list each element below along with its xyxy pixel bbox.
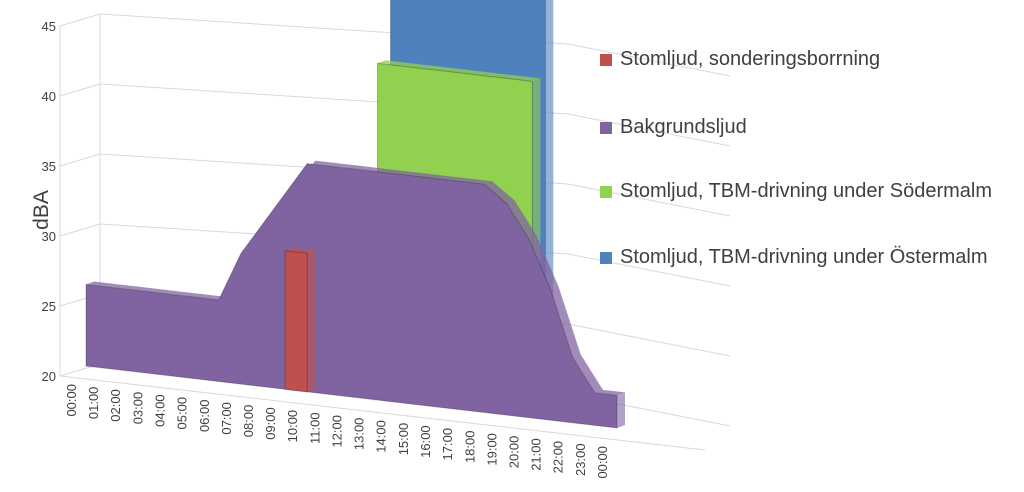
series-area-0: [284, 250, 308, 393]
x-tick-label: 12:00: [330, 415, 345, 448]
x-tick-label: 13:00: [352, 418, 367, 451]
legend-item-bakgrundsljud: Bakgrundsljud: [600, 116, 747, 139]
series-top-2: [377, 60, 541, 82]
legend-swatch: [600, 251, 612, 264]
x-tick-label: 04:00: [153, 394, 168, 427]
x-tick-label: 14:00: [374, 420, 389, 453]
legend-label: Stomljud, sonderingsborrning: [620, 48, 881, 70]
x-tick-label: 23:00: [573, 443, 588, 476]
series-side-0: [307, 250, 316, 392]
gridline: [567, 323, 731, 357]
legend-swatch: [600, 53, 612, 66]
x-tick-label: 10:00: [285, 410, 300, 443]
legend-label: Bakgrundsljud: [620, 116, 747, 138]
gridline: [59, 83, 101, 97]
x-tick-label: 00:00: [64, 384, 79, 417]
gridline: [567, 253, 731, 287]
legend-label: Stomljud, TBM-drivning under Södermalm: [620, 180, 993, 202]
axis-labels: 20 25 30 35 40 45 00:00 01:00 02:00 03:00 04:00 05:…: [42, 19, 610, 479]
gridline: [567, 113, 731, 147]
y-axis-label: dBA: [30, 190, 53, 230]
y-tick-label: 25: [42, 299, 56, 314]
x-tick-label: 06:00: [197, 400, 212, 433]
x-tick-label: 19:00: [484, 433, 499, 466]
legend-item-sonderingsborrning: Stomljud, sonderingsborrning: [600, 48, 880, 71]
legend-label: Stomljud, TBM-drivning under Östermalm: [620, 246, 988, 268]
legend-item-sodermalm: Stomljud, TBM-drivning under Södermalm: [600, 180, 992, 203]
y-tick-label: 35: [42, 159, 56, 174]
y-tick-label: 30: [42, 229, 56, 244]
series-layer: [85, 0, 625, 429]
series-area-1: [85, 163, 618, 429]
gridline: [59, 153, 101, 167]
x-tick-label: 09:00: [263, 407, 278, 440]
x-tick-label: 08:00: [241, 405, 256, 438]
x-tick-label: 00:00: [595, 446, 610, 479]
legend-swatch: [600, 121, 612, 134]
x-tick-label: 07:00: [219, 402, 234, 435]
y-tick-label: 20: [42, 369, 56, 384]
x-tick-label: 15:00: [396, 423, 411, 456]
legend: Stomljud, sonderingsborrning Bakgrundslj…: [600, 0, 1024, 492]
legend-item-ostermalm: Stomljud, TBM-drivning under Östermalm: [600, 246, 988, 269]
x-tick-label: 05:00: [175, 397, 190, 430]
gridline: [59, 223, 101, 237]
x-tick-label: 22:00: [551, 441, 566, 474]
x-tick-label: 21:00: [529, 438, 544, 471]
x-tick-label: 20:00: [507, 436, 522, 469]
x-tick-label: 11:00: [307, 412, 322, 444]
y-tick-label: 45: [42, 19, 56, 34]
series-top-0: [285, 247, 316, 254]
gridline: [567, 183, 731, 217]
floor-edge: [59, 375, 706, 451]
x-tick-label: 18:00: [462, 431, 477, 464]
y-tick-label: 40: [42, 89, 56, 104]
x-tick-label: 17:00: [440, 428, 455, 461]
gridline: [59, 13, 101, 27]
x-tick-label: 02:00: [108, 389, 123, 422]
gridline: [567, 43, 731, 77]
x-tick-label: 16:00: [418, 425, 433, 458]
x-tick-label: 03:00: [130, 392, 145, 425]
series-side-1: [617, 392, 625, 428]
legend-swatch: [600, 185, 612, 198]
x-tick-label: 01:00: [86, 387, 101, 420]
